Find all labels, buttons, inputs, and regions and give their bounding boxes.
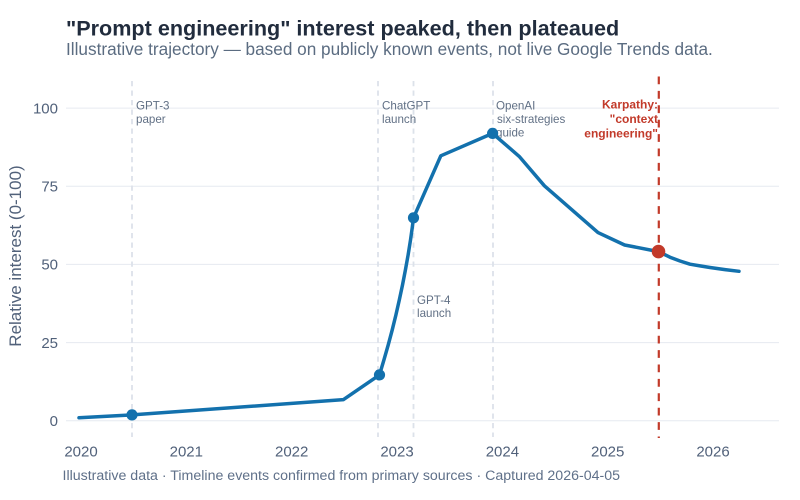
svg-text:paper: paper <box>136 113 166 126</box>
svg-text:Illustrative data · Timeline e: Illustrative data · Timeline events conf… <box>63 468 621 484</box>
svg-text:ChatGPT: ChatGPT <box>382 100 430 113</box>
svg-text:2025: 2025 <box>591 444 624 461</box>
svg-text:2021: 2021 <box>170 444 203 461</box>
svg-text:six-strategies: six-strategies <box>497 113 565 126</box>
svg-text:launch: launch <box>382 113 416 126</box>
svg-text:2026: 2026 <box>696 444 729 461</box>
svg-text:guide: guide <box>496 127 524 140</box>
svg-text:"context: "context <box>610 112 658 126</box>
svg-text:50: 50 <box>41 257 58 274</box>
svg-text:75: 75 <box>41 179 58 196</box>
svg-text:2024: 2024 <box>486 444 519 461</box>
svg-text:OpenAI: OpenAI <box>496 100 535 113</box>
svg-text:2022: 2022 <box>275 444 308 461</box>
svg-text:"Prompt engineering" interest: "Prompt engineering" interest peaked, th… <box>66 16 619 41</box>
svg-text:Illustrative trajectory — base: Illustrative trajectory — based on publi… <box>66 39 713 59</box>
svg-text:100: 100 <box>33 100 58 117</box>
svg-text:engineering": engineering" <box>584 127 658 141</box>
svg-text:0: 0 <box>50 413 58 430</box>
svg-text:launch: launch <box>417 307 451 320</box>
svg-text:25: 25 <box>41 335 58 352</box>
svg-text:Relative interest (0-100): Relative interest (0-100) <box>6 165 25 346</box>
svg-text:2020: 2020 <box>64 444 97 461</box>
svg-text:Karpathy:: Karpathy: <box>602 98 658 112</box>
svg-text:2023: 2023 <box>380 444 413 461</box>
svg-text:GPT-4: GPT-4 <box>417 294 451 307</box>
svg-text:GPT-3: GPT-3 <box>136 100 170 113</box>
